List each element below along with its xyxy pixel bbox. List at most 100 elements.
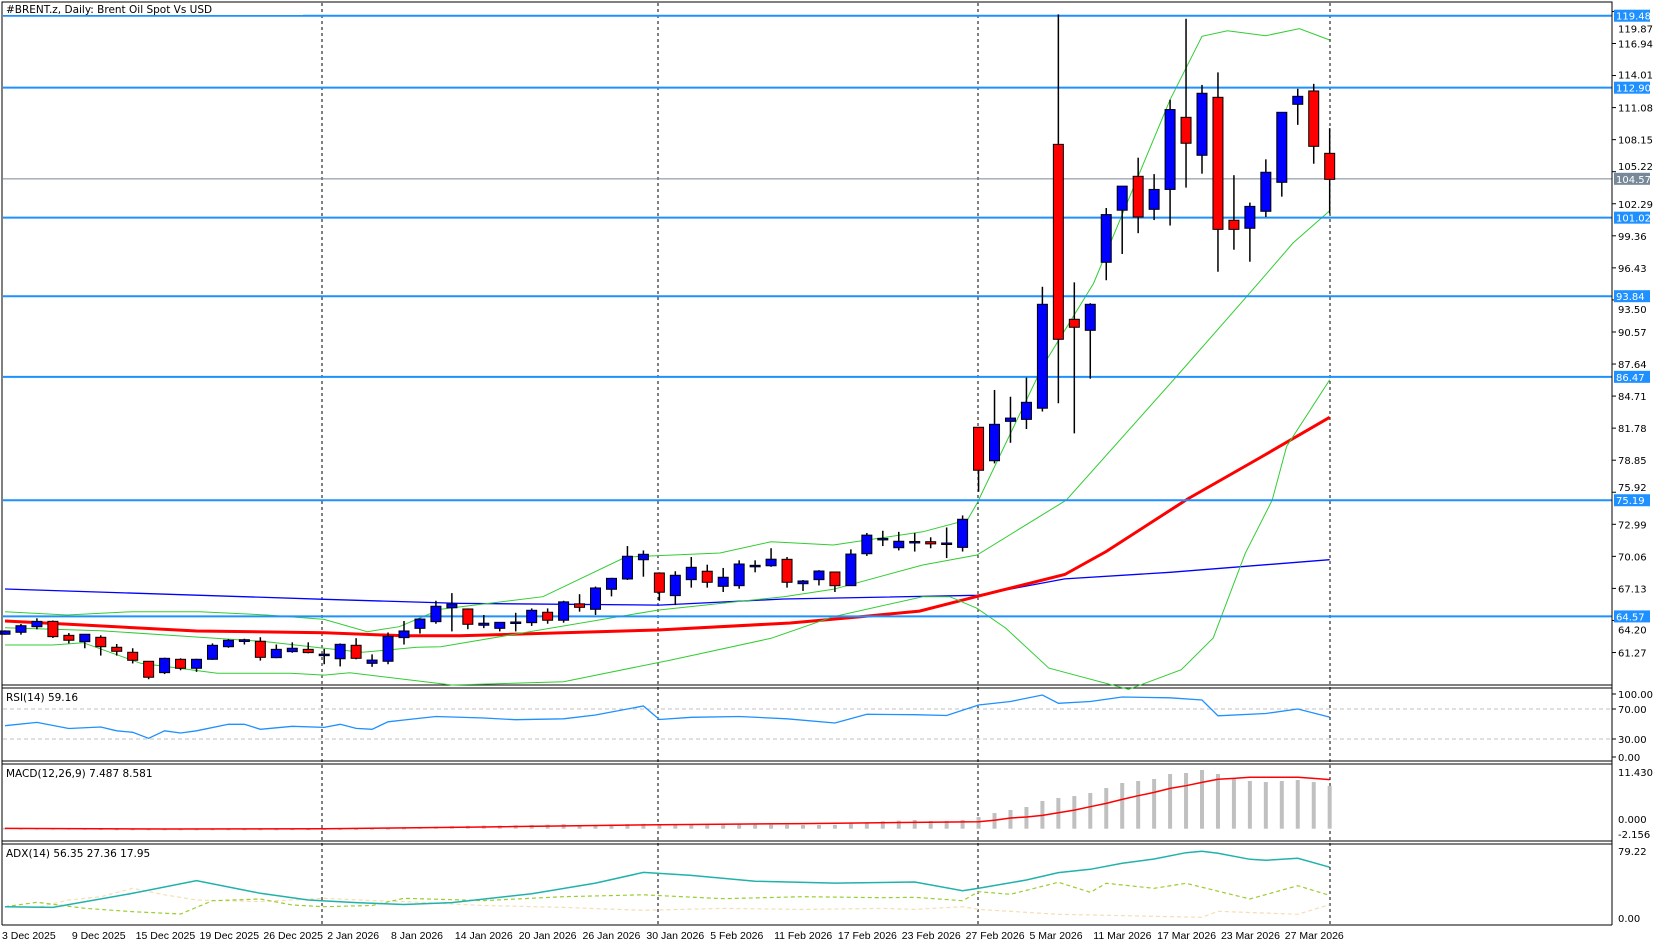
candle-body: [254, 640, 266, 658]
candle: [222, 639, 234, 648]
candle-body: [1180, 116, 1192, 144]
candle: [318, 648, 330, 665]
macd-label: MACD(12,26,9) 7.487 8.581: [6, 768, 153, 780]
price-tick-label: 99.36: [1618, 232, 1647, 243]
candle: [1052, 14, 1064, 404]
level-price-label: 93.84: [1616, 292, 1645, 303]
price-tick-label: 90.57: [1618, 328, 1647, 339]
price-tick-label: 75.92: [1618, 483, 1647, 494]
candle: [1308, 83, 1320, 164]
macd-histogram-bar: [1072, 796, 1077, 829]
candle-body: [1292, 95, 1304, 105]
candle-body: [510, 621, 522, 624]
candle-body: [861, 534, 873, 555]
level-price-label: 119.48: [1616, 12, 1651, 23]
candle: [957, 515, 969, 552]
candle-body: [206, 644, 218, 660]
date-label: 30 Jan 2026: [646, 930, 704, 942]
date-label: 20 Jan 2026: [519, 930, 577, 942]
rsi-panel[interactable]: [1, 687, 1613, 762]
candle-body: [446, 603, 458, 609]
date-label: 9 Dec 2025: [72, 930, 126, 942]
candle-body: [1244, 205, 1256, 229]
candle-body: [1068, 318, 1080, 328]
macd-histogram-bar: [577, 825, 582, 829]
candle-body: [941, 542, 953, 546]
candle: [382, 632, 394, 665]
candle-body: [749, 564, 761, 568]
main-panel[interactable]: [1, 1, 1613, 686]
price-tick-label: 78.85: [1618, 456, 1647, 467]
macd-histogram-bar: [721, 824, 726, 829]
candle-body: [957, 518, 969, 548]
candle: [1276, 111, 1288, 197]
price-tick-label: 70.06: [1618, 552, 1647, 563]
candle-body: [1324, 152, 1336, 180]
candle-body: [1164, 109, 1176, 190]
candle: [590, 586, 602, 615]
candle: [637, 550, 649, 577]
price-tick-label: 116.94: [1618, 39, 1653, 50]
candle-body: [877, 537, 889, 541]
candle-body: [989, 423, 1001, 462]
candle-body: [813, 570, 825, 581]
candle: [861, 532, 873, 556]
candle: [1036, 286, 1048, 412]
candle-body: [366, 659, 378, 664]
date-label: 2 Jan 2026: [327, 930, 379, 942]
candle-body: [1196, 92, 1208, 156]
candle-body: [31, 620, 43, 628]
candle-body: [701, 570, 713, 583]
candle-body: [0, 630, 11, 635]
macd-histogram-bar: [737, 824, 742, 829]
macd-histogram-bar: [705, 824, 710, 829]
candle: [1084, 303, 1096, 379]
macd-histogram-bar: [641, 823, 646, 829]
level-price-label: 75.19: [1616, 496, 1645, 507]
candle-body: [637, 553, 649, 561]
candle: [701, 564, 713, 588]
candle: [127, 648, 139, 664]
price-tick-label: 108.15: [1618, 136, 1653, 147]
candle: [813, 570, 825, 586]
macd-histogram-bar: [1231, 778, 1236, 829]
candle: [478, 614, 490, 629]
candle: [1292, 88, 1304, 125]
rsi-label: RSI(14) 59.16: [6, 692, 78, 704]
candle: [1148, 174, 1160, 221]
candle-body: [893, 540, 905, 549]
candle: [797, 579, 809, 591]
adx-plot: [4, 850, 1330, 918]
date-label: 14 Jan 2026: [455, 930, 513, 942]
candle: [925, 537, 937, 549]
candle: [95, 635, 107, 656]
candle: [733, 560, 745, 589]
macd-histogram-bar: [1136, 780, 1141, 829]
macd-histogram-bar: [1279, 780, 1284, 829]
candle: [350, 638, 362, 660]
date-label: 27 Feb 2026: [966, 930, 1025, 942]
candle-body: [159, 657, 171, 674]
plus-di-line: [4, 881, 1330, 915]
candle: [15, 623, 27, 635]
macd-histogram-bar: [1184, 772, 1189, 829]
candle-body: [1036, 303, 1048, 409]
candle: [669, 571, 681, 606]
candle-body: [238, 639, 250, 642]
price-tick-label: 96.43: [1618, 264, 1647, 275]
candle: [1020, 377, 1032, 430]
candle: [446, 593, 458, 632]
time-axis[interactable]: 3 Dec 2025 9 Dec 2025 15 Dec 2025 19 Dec 20…: [2, 925, 1344, 942]
current-price-label: 104.57: [1616, 175, 1651, 186]
price-axis[interactable]: 119.87 116.94 114.01 111.08 108.15 105.22 102.…: [1612, 9, 1653, 925]
candle-body: [765, 558, 777, 567]
price-tick-label: 64.20: [1618, 625, 1647, 636]
level-price-label: 86.47: [1616, 373, 1645, 384]
price-tick-label: 93.50: [1618, 305, 1647, 316]
candle: [0, 630, 11, 635]
candle: [1132, 157, 1144, 234]
candle: [973, 426, 985, 492]
price-tick-label: 87.64: [1618, 360, 1647, 371]
candle: [414, 618, 426, 634]
